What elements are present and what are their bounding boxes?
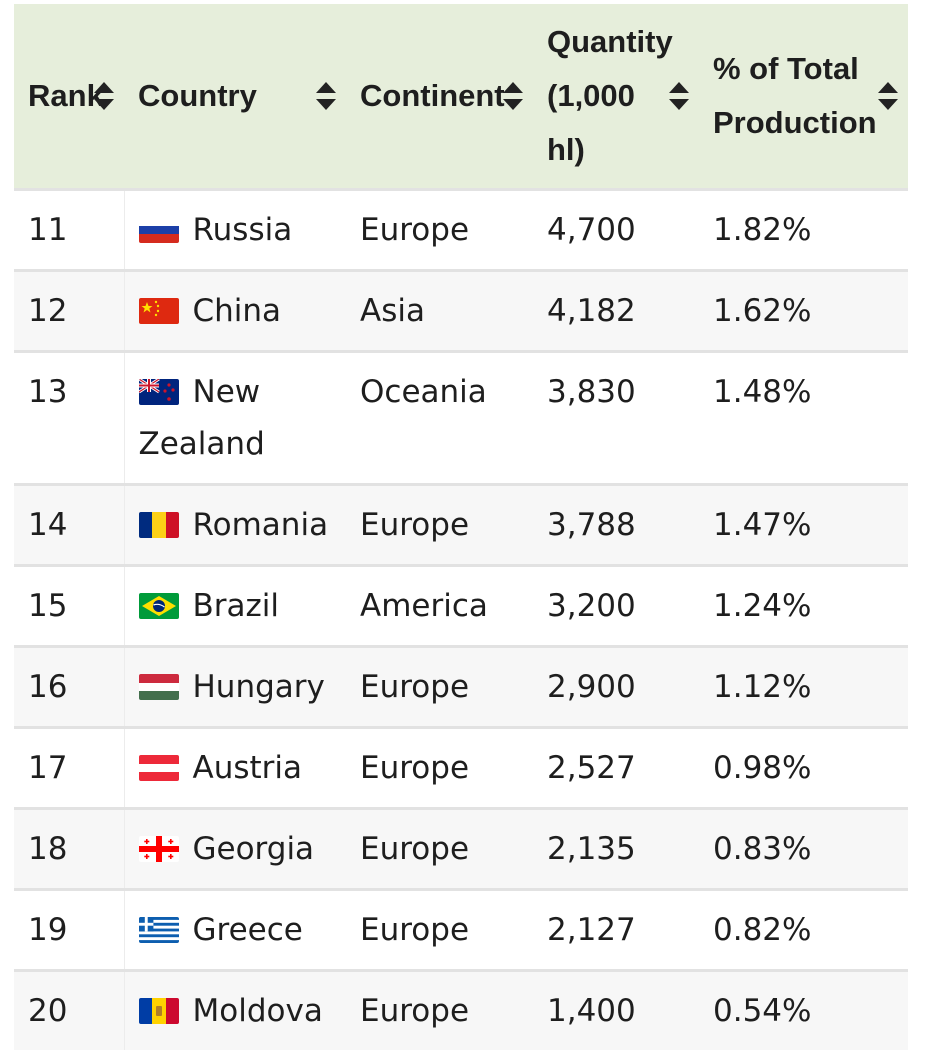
percent-cell: 1.24% [699, 566, 908, 647]
continent-cell: Europe [346, 971, 533, 1050]
percent-cell: 0.83% [699, 809, 908, 890]
percent-cell: 1.62% [699, 271, 908, 352]
austria-flag-icon [139, 755, 179, 781]
romania-flag-icon [139, 512, 179, 538]
rank-cell: 16 [14, 647, 124, 728]
country-cell: Romania [124, 485, 346, 566]
country-header-label: Country [138, 69, 332, 123]
percent-cell: 0.98% [699, 728, 908, 809]
percent-cell: 0.82% [699, 890, 908, 971]
sort-icon[interactable] [316, 82, 336, 110]
quantity-cell: 3,788 [533, 485, 699, 566]
brazil-flag-icon [139, 593, 179, 619]
continent-cell: America [346, 566, 533, 647]
quantity-cell: 3,200 [533, 566, 699, 647]
rank-cell: 19 [14, 890, 124, 971]
russia-flag-icon [139, 217, 179, 243]
percent-column-header[interactable]: % of Total Production [699, 4, 908, 190]
continent-cell: Europe [346, 190, 533, 271]
country-name: Georgia [193, 831, 315, 867]
sort-icon[interactable] [503, 82, 523, 110]
continent-cell: Europe [346, 728, 533, 809]
china-flag-icon [139, 298, 179, 324]
moldova-flag-icon [139, 998, 179, 1024]
quantity-column-header[interactable]: Quantity (1,000 hl) [533, 4, 699, 190]
quantity-cell: 3,830 [533, 352, 699, 485]
quantity-cell: 2,527 [533, 728, 699, 809]
continent-cell: Oceania [346, 352, 533, 485]
country-cell: Brazil [124, 566, 346, 647]
continent-cell: Europe [346, 809, 533, 890]
continent-cell: Europe [346, 647, 533, 728]
country-name: China [193, 293, 282, 329]
quantity-cell: 4,700 [533, 190, 699, 271]
country-name: Russia [193, 212, 293, 248]
country-cell: Hungary [124, 647, 346, 728]
wine-production-table: Rank Country Continent Quantity (1,000 h… [14, 4, 908, 1050]
quantity-cell: 1,400 [533, 971, 699, 1050]
country-cell: Austria [124, 728, 346, 809]
continent-column-header[interactable]: Continent [346, 4, 533, 190]
quantity-cell: 2,127 [533, 890, 699, 971]
rank-cell: 17 [14, 728, 124, 809]
country-name: Austria [193, 750, 303, 786]
country-name: Greece [193, 912, 303, 948]
sort-icon[interactable] [669, 82, 689, 110]
rank-cell: 18 [14, 809, 124, 890]
table-header-row: Rank Country Continent Quantity (1,000 h… [14, 4, 908, 190]
percent-cell: 1.48% [699, 352, 908, 485]
country-cell: New Zealand [124, 352, 346, 485]
country-cell: China [124, 271, 346, 352]
rank-cell: 13 [14, 352, 124, 485]
continent-cell: Europe [346, 485, 533, 566]
quantity-cell: 4,182 [533, 271, 699, 352]
country-name: Romania [193, 507, 329, 543]
hungary-flag-icon [139, 674, 179, 700]
quantity-cell: 2,900 [533, 647, 699, 728]
percent-cell: 1.82% [699, 190, 908, 271]
percent-header-label: % of Total Production [713, 42, 894, 150]
rank-cell: 12 [14, 271, 124, 352]
country-cell: Georgia [124, 809, 346, 890]
continent-cell: Asia [346, 271, 533, 352]
percent-cell: 1.12% [699, 647, 908, 728]
rank-column-header[interactable]: Rank [14, 4, 124, 190]
country-cell: Greece [124, 890, 346, 971]
country-column-header[interactable]: Country [124, 4, 346, 190]
rank-cell: 20 [14, 971, 124, 1050]
production-table-container: Rank Country Continent Quantity (1,000 h… [14, 4, 908, 1050]
percent-cell: 0.54% [699, 971, 908, 1050]
quantity-header-label: Quantity (1,000 hl) [547, 15, 685, 177]
country-cell: Moldova [124, 971, 346, 1050]
continent-header-label: Continent [360, 69, 519, 123]
sort-icon[interactable] [878, 82, 898, 110]
rank-cell: 14 [14, 485, 124, 566]
rank-cell: 15 [14, 566, 124, 647]
country-cell: Russia [124, 190, 346, 271]
country-name: Brazil [193, 588, 280, 624]
greece-flag-icon [139, 917, 179, 943]
new-zealand-flag-icon [139, 379, 179, 405]
country-name: Hungary [193, 669, 325, 705]
rank-cell: 11 [14, 190, 124, 271]
percent-cell: 1.47% [699, 485, 908, 566]
sort-icon[interactable] [94, 82, 114, 110]
georgia-flag-icon [139, 836, 179, 862]
quantity-cell: 2,135 [533, 809, 699, 890]
continent-cell: Europe [346, 890, 533, 971]
